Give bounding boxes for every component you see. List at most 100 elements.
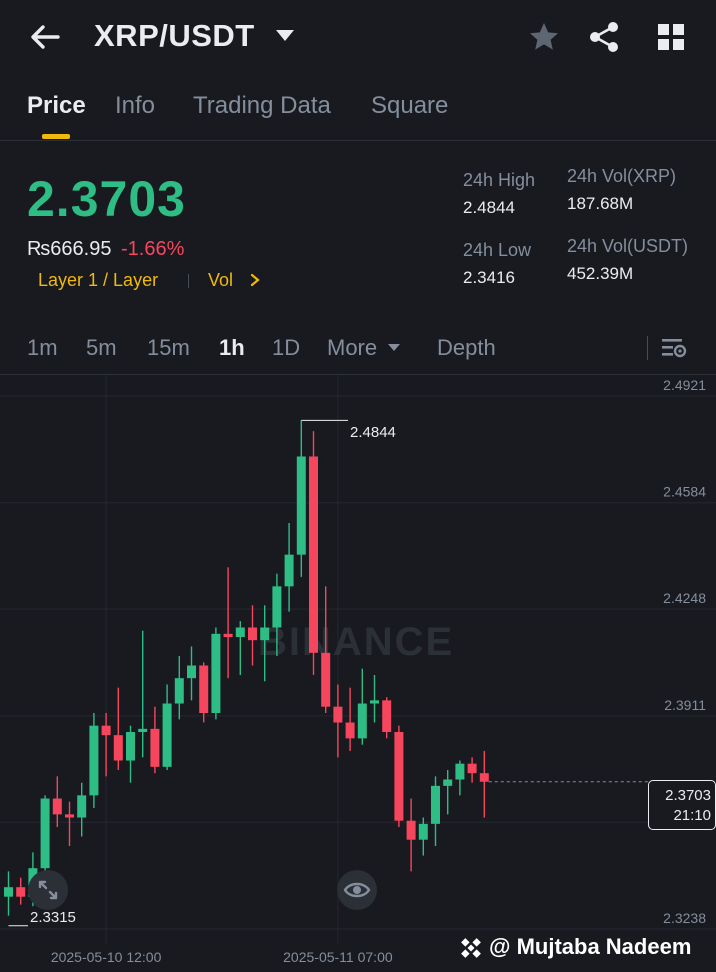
x-axis: 2025-05-10 12:00 2025-05-11 07:00 [51,949,393,965]
candle-body [211,633,221,714]
x-tick-label: 2025-05-11 07:00 [283,949,393,965]
candle [443,770,453,815]
candle-body [199,665,209,714]
candle-body [394,732,404,821]
candle-body [467,763,477,774]
candle [113,687,123,771]
candle [138,630,148,758]
interval-1h[interactable]: 1h [219,335,245,360]
vol-tag[interactable]: Vol [208,270,234,290]
candle-body [113,735,123,761]
candle-body [272,586,282,628]
candle-body [162,703,172,767]
low-marker-label: 2.3315 [30,909,76,926]
candle-body [431,785,440,824]
interval-divider [647,336,648,360]
fiat-price: ₨666.95 [27,238,112,260]
price-markers [8,419,648,927]
vol-quote-value: 452.39M [567,264,634,283]
candle-body [126,732,135,761]
tab-info[interactable]: Info [115,92,156,119]
candle-body [40,798,50,869]
interval-1m[interactable]: 1m [27,335,58,360]
candle [272,573,282,657]
candle [52,776,62,828]
candle [89,713,99,809]
high-label: 24h High [463,170,536,190]
tab-square[interactable]: Square [371,92,449,119]
candle [345,687,355,752]
candlestick-chart[interactable]: BINANCE 2.49212.45842.42482.39112.35752.… [0,375,716,972]
share-icon[interactable] [587,20,621,54]
vol-base-value: 187.68M [567,194,634,213]
y-tick-label: 2.4921 [663,377,706,393]
candle-body [4,887,13,897]
interval-1d[interactable]: 1D [272,335,301,360]
chevron-down-icon[interactable] [276,30,294,41]
candle [101,713,111,777]
candle [235,621,245,676]
candle-body [77,795,87,818]
candle [162,684,172,771]
current-price-tag: 2.3703 21:10 [648,780,716,830]
candle-body [321,652,331,707]
chevron-right-icon[interactable] [250,273,260,287]
interval-15m[interactable]: 15m [147,335,190,360]
candle [223,567,233,679]
interval-more[interactable]: More [327,335,378,360]
candle-body [455,763,465,780]
candle [4,871,13,916]
high-value: 2.4844 [463,198,515,217]
low-label: 24h Low [463,240,532,260]
candle-body [260,627,270,641]
tag-divider [188,274,189,288]
candle [467,757,477,783]
candle [211,627,221,720]
y-tick-label: 2.3911 [664,697,706,713]
tab-trading-data[interactable]: Trading Data [193,92,331,119]
active-tab-indicator [42,134,70,139]
more-caret-icon[interactable] [388,344,400,351]
star-icon[interactable] [527,20,561,54]
candle-body [284,554,294,587]
vol-base-label: 24h Vol(XRP) [567,166,677,186]
candle [382,697,392,739]
candles-group [4,420,489,916]
candle-body [370,700,379,704]
back-arrow-icon[interactable] [28,20,62,54]
candle-body [479,773,489,782]
grid-icon[interactable] [654,20,688,54]
candle-body [296,456,306,555]
candle-body [382,700,392,733]
candle [431,776,440,847]
chart-settings-icon[interactable] [660,336,688,360]
author-credit: @ Mujtaba Nadeem [489,934,692,959]
candle-body [223,633,233,638]
candle [309,431,318,676]
price-change: -1.66% [121,238,185,260]
candle-body [443,779,453,786]
candle [187,646,196,701]
candle-body [138,728,148,733]
candle-body [16,887,26,897]
candle [418,817,428,856]
visibility-toggle-button[interactable] [337,870,377,910]
candle-body [65,814,74,818]
vol-quote-label: 24h Vol(USDT) [567,236,689,256]
interval-5m[interactable]: 5m [86,335,117,360]
candle [150,706,160,774]
tab-price[interactable]: Price [27,92,86,119]
candle-body [174,678,184,704]
expand-icon [38,880,58,900]
pair-title[interactable]: XRP/USDT [94,18,255,53]
depth-tab[interactable]: Depth [437,335,496,360]
top-bar: XRP/USDT [0,0,716,76]
current-price-value: 2.3703 [665,787,711,804]
candle [248,605,257,666]
candle-body [89,725,99,796]
category-tag[interactable]: Layer 1 / Layer [38,270,159,290]
fullscreen-button[interactable] [28,870,68,910]
candle-body [418,823,428,840]
candle-body [248,627,257,641]
